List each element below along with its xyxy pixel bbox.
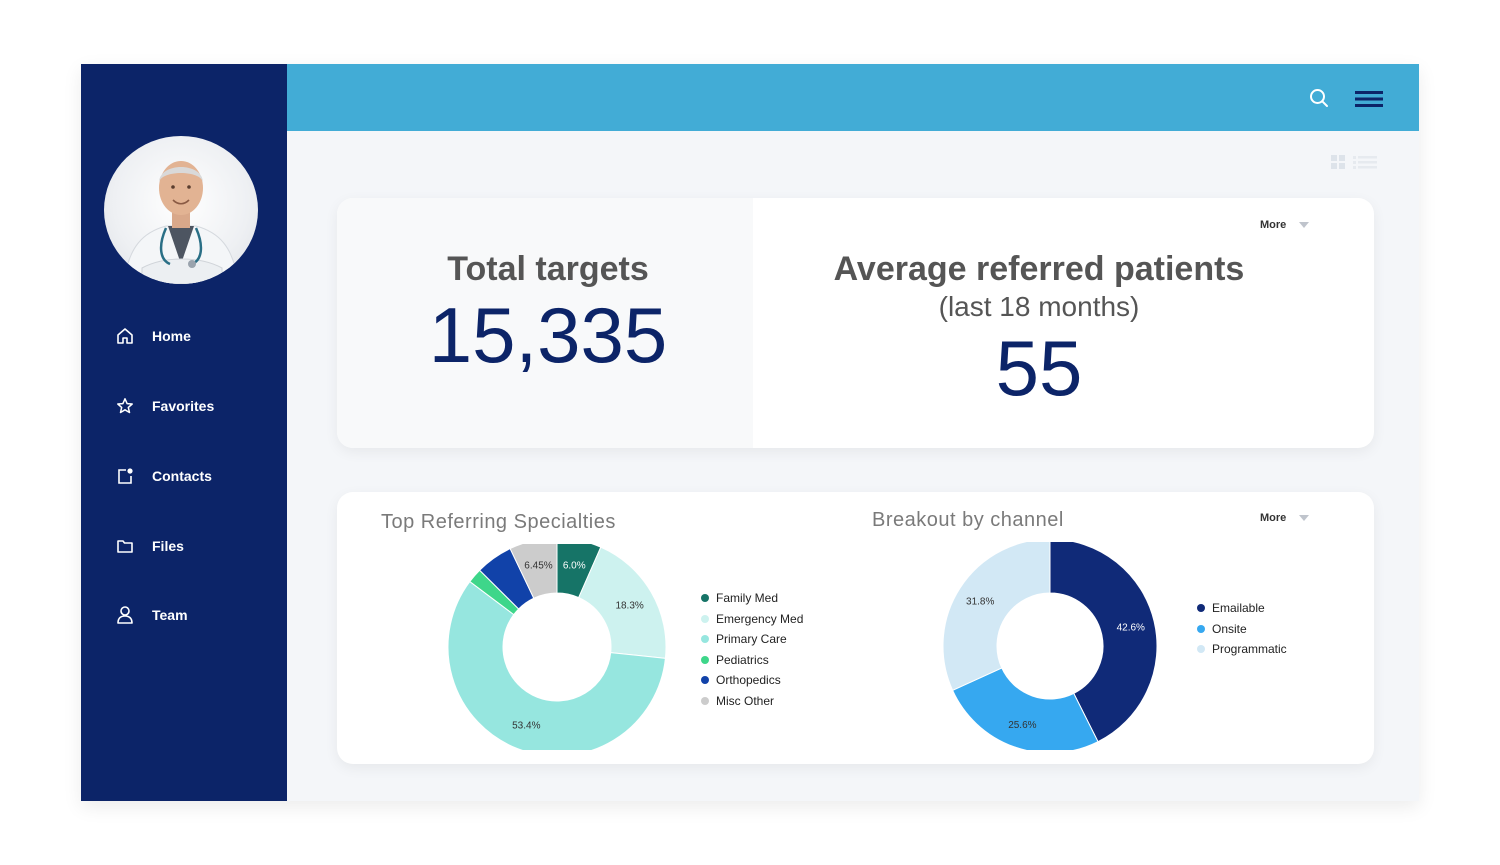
- legend-label: Primary Care: [716, 632, 787, 647]
- channel-donut-chart: 42.6% 25.6% 31.8%: [942, 542, 1158, 750]
- more-dropdown[interactable]: More: [1260, 512, 1310, 524]
- channel-legend: Emailable Onsite Programmatic: [1197, 598, 1287, 660]
- legend-item: Primary Care: [701, 629, 803, 650]
- legend-label: Programmatic: [1212, 642, 1287, 657]
- specialties-legend: Family Med Emergency Med Primary Care Pedia…: [701, 588, 803, 711]
- channel-chart-title: Breakout by channel: [872, 509, 1064, 531]
- star-icon: [115, 396, 135, 416]
- sidebar-item-label: Home: [152, 328, 191, 344]
- legend-item: Misc Other: [701, 691, 803, 712]
- specialties-chart-title: Top Referring Specialties: [381, 511, 616, 533]
- legend-swatch: [1197, 624, 1205, 633]
- more-label: More: [1260, 512, 1287, 524]
- slice-data-label: 42.6%: [1117, 622, 1145, 633]
- legend-label: Emailable: [1212, 601, 1265, 616]
- donut-slice-programmatic[interactable]: [942, 542, 1051, 692]
- legend-label: Misc Other: [716, 693, 775, 708]
- slice-data-label: 18.3%: [615, 600, 643, 611]
- sidebar-item-favorites[interactable]: Favorites: [115, 394, 275, 418]
- legend-label: Pediatrics: [716, 652, 769, 667]
- legend-swatch: [701, 676, 709, 685]
- more-dropdown[interactable]: More: [1260, 219, 1310, 231]
- hamburger-menu-icon[interactable]: [1355, 90, 1385, 108]
- sidebar-item-team[interactable]: Team: [115, 603, 275, 627]
- view-toggle: [1331, 155, 1381, 171]
- legend-swatch: [1197, 645, 1205, 654]
- app-window: Home Favorites Contacts Files Team: [81, 64, 1419, 801]
- legend-label: Orthopedics: [716, 673, 781, 688]
- sidebar-item-files[interactable]: Files: [115, 534, 275, 558]
- sidebar-item-home[interactable]: Home: [115, 324, 275, 348]
- caret-down-icon: [1299, 222, 1310, 228]
- avg-referred-label: Average referred patients: [833, 250, 1245, 288]
- legend-swatch: [701, 696, 709, 705]
- user-icon: [115, 605, 135, 625]
- grid-view-icon[interactable]: [1331, 155, 1345, 169]
- specialties-donut-chart: 6.0% 18.3% 53.4% 6.45%: [447, 544, 667, 750]
- home-icon: [115, 326, 135, 346]
- legend-item: Onsite: [1197, 619, 1287, 640]
- legend-swatch: [1197, 604, 1205, 613]
- sidebar-item-contacts[interactable]: Contacts: [115, 464, 275, 488]
- charts-card: Top Referring Specialties 6.0% 18.3% 53.4%…: [337, 492, 1374, 764]
- top-bar: [287, 64, 1419, 131]
- list-view-icon[interactable]: [1353, 156, 1377, 169]
- caret-down-icon: [1299, 515, 1310, 521]
- donut-slice-misc-other[interactable]: [509, 544, 558, 599]
- legend-label: Emergency Med: [716, 611, 804, 626]
- slice-data-label: 25.6%: [1008, 720, 1036, 731]
- donut-slice-onsite[interactable]: [951, 667, 1099, 750]
- legend-swatch: [701, 655, 709, 664]
- legend-swatch: [701, 635, 709, 644]
- slice-data-label: 53.4%: [512, 721, 540, 732]
- legend-item: Orthopedics: [701, 670, 803, 691]
- avg-referred-subtitle: (last 18 months): [938, 291, 1140, 322]
- slice-data-label: 6.0%: [563, 560, 586, 571]
- slice-data-label: 6.45%: [524, 561, 552, 572]
- sidebar: Home Favorites Contacts Files Team: [81, 64, 287, 801]
- sidebar-item-label: Team: [152, 607, 188, 623]
- summary-card: Total targets 15,335 Average referred pa…: [337, 198, 1374, 448]
- sidebar-item-label: Files: [152, 538, 184, 554]
- slice-data-label: 31.8%: [966, 597, 994, 608]
- total-targets-value: 15,335: [428, 291, 668, 379]
- contacts-icon: [115, 466, 135, 486]
- avatar[interactable]: [104, 136, 258, 284]
- donut-slice-emailable[interactable]: [1049, 542, 1158, 743]
- legend-item: Emailable: [1197, 598, 1287, 619]
- sidebar-item-label: Contacts: [152, 468, 212, 484]
- legend-label: Family Med: [716, 591, 779, 606]
- more-label: More: [1260, 219, 1287, 231]
- sidebar-item-label: Favorites: [152, 398, 215, 414]
- search-icon[interactable]: [1309, 88, 1329, 108]
- avg-referred-value: 55: [995, 324, 1083, 412]
- total-targets-label: Total targets: [447, 250, 649, 288]
- legend-item: Family Med: [701, 588, 803, 609]
- legend-swatch: [701, 594, 709, 603]
- legend-swatch: [701, 614, 709, 623]
- legend-label: Onsite: [1212, 621, 1247, 636]
- doctor-photo: [123, 161, 239, 284]
- donut-slice-primary-care[interactable]: [447, 580, 666, 750]
- total-targets-panel: Total targets 15,335: [337, 198, 753, 448]
- folder-icon: [115, 536, 135, 556]
- legend-item: Programmatic: [1197, 639, 1287, 660]
- legend-item: Emergency Med: [701, 609, 803, 630]
- legend-item: Pediatrics: [701, 650, 803, 671]
